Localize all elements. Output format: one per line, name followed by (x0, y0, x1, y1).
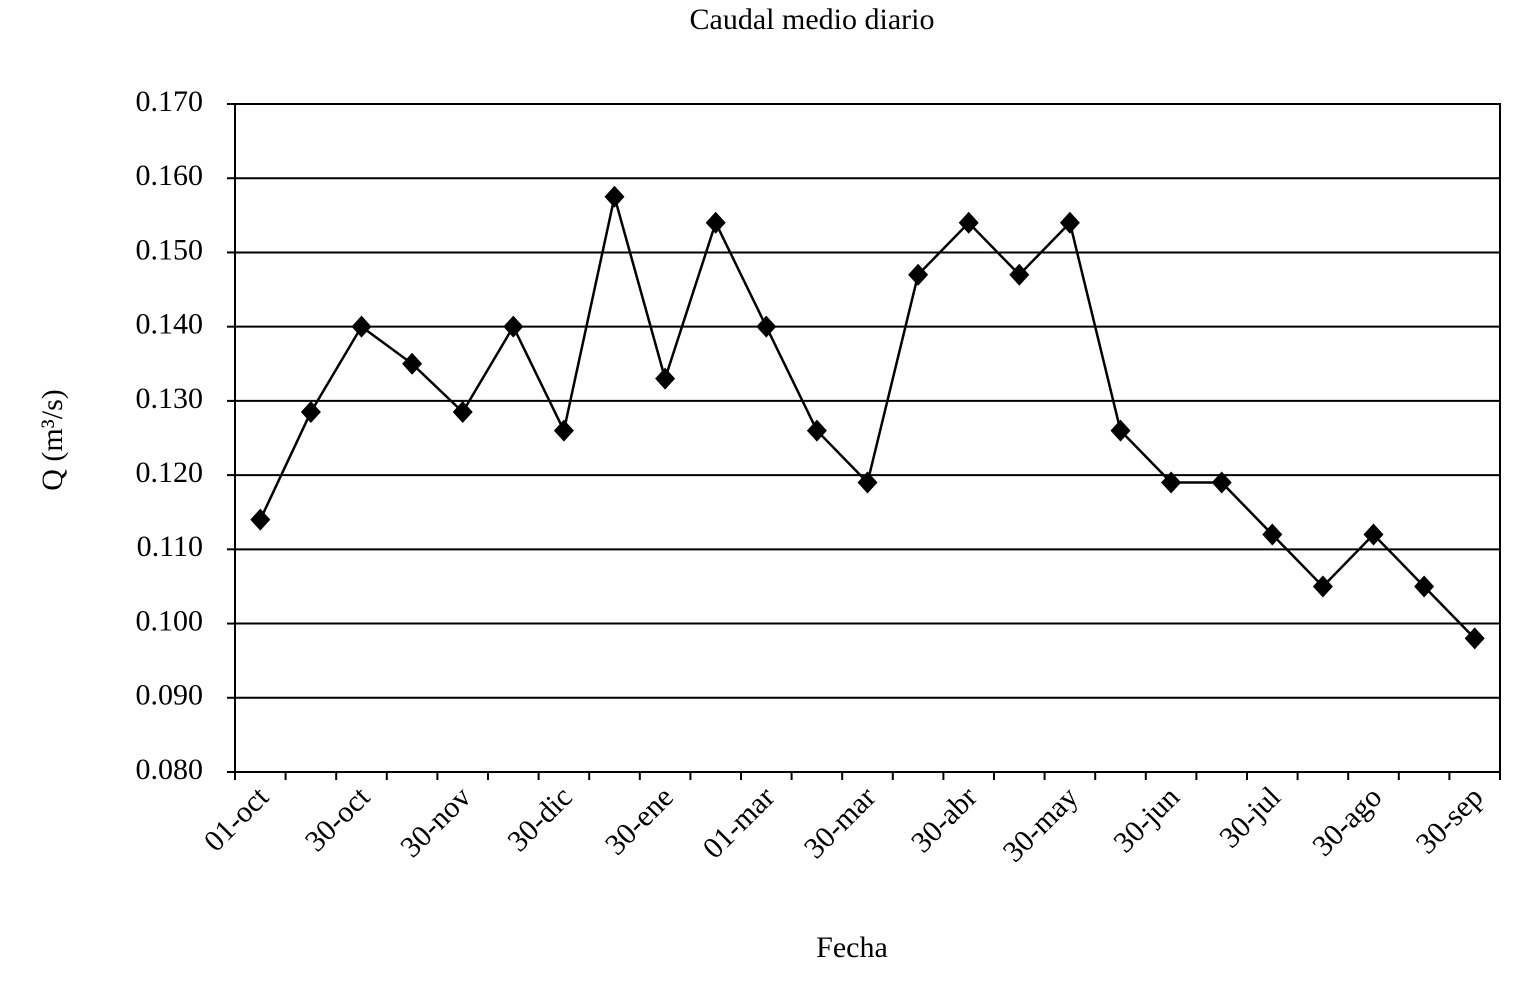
y-tick-label: 0.090 (136, 679, 204, 712)
line (259, 196, 1476, 640)
x-tick-label: 01-oct (198, 780, 276, 858)
y-axis-label: Q (m³/s) (36, 389, 69, 490)
y-tick-label: 0.170 (136, 85, 204, 118)
marker (553, 419, 574, 442)
marker (705, 211, 726, 234)
y-tick-label: 0.110 (137, 530, 203, 563)
marker (1211, 471, 1232, 494)
x-tick-label: 30-nov (394, 780, 477, 863)
marker (452, 401, 473, 424)
marker (1110, 419, 1131, 442)
y-tick-label: 0.130 (136, 382, 204, 415)
x-tick-label: 30-dic (501, 780, 579, 858)
y-tick-label: 0.100 (136, 604, 204, 637)
x-tick-label: 30-ago (1306, 780, 1388, 862)
marker (655, 367, 676, 390)
marker (1059, 211, 1080, 234)
x-tick-label: 30-jul (1213, 780, 1287, 854)
marker (1464, 627, 1485, 650)
marker (958, 211, 979, 234)
marker (908, 263, 929, 286)
marker (300, 401, 321, 424)
marker (1009, 263, 1030, 286)
x-tick-label: 30-sep (1410, 780, 1490, 860)
marker (1262, 523, 1283, 546)
y-tick-label: 0.150 (136, 233, 204, 266)
x-tick-label: 30-oct (299, 780, 377, 858)
x-tick-label: 30-ene (599, 780, 680, 861)
x-tick-label: 30-may (997, 780, 1085, 868)
x-tick-label: 30-mar (798, 780, 883, 865)
marker (503, 315, 524, 338)
marker (1312, 575, 1333, 598)
marker (806, 419, 827, 442)
y-tick-label: 0.120 (136, 456, 204, 489)
x-axis-label: Fecha (816, 931, 888, 964)
marker (604, 185, 625, 208)
x-tick-label: 01-mar (697, 780, 782, 865)
y-tick-label: 0.140 (136, 308, 204, 341)
marker (1363, 523, 1384, 546)
x-tick-label: 30-abr (905, 780, 984, 859)
plot-frame (234, 103, 1501, 773)
x-tick-label: 30-jun (1107, 780, 1186, 859)
y-tick-label: 0.160 (136, 159, 204, 192)
marker (857, 471, 878, 494)
marker (250, 508, 271, 531)
chart-title: Caudal medio diario (690, 3, 935, 36)
marker (1414, 575, 1435, 598)
marker (351, 315, 372, 338)
marker (756, 315, 777, 338)
marker (1161, 471, 1182, 494)
y-tick-label: 0.080 (136, 753, 204, 786)
marker (402, 352, 423, 375)
